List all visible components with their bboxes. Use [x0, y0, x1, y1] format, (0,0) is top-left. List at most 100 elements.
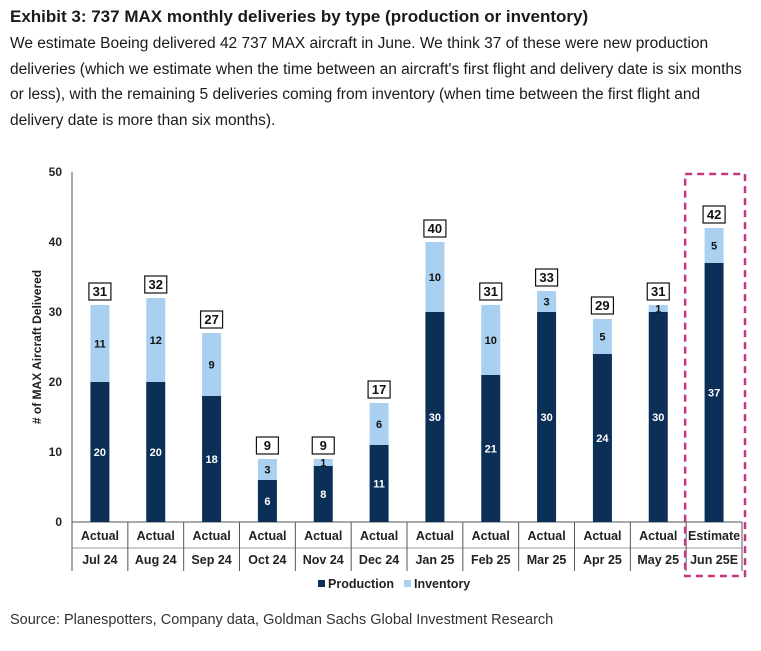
total-box-2	[199, 310, 224, 329]
y-tick-label-2: 20	[49, 375, 63, 389]
total-label-1: 32	[149, 277, 163, 292]
total-box-7	[479, 282, 503, 301]
data-label-inventory-4: 1	[320, 458, 326, 470]
x-category-month-5: Dec 24	[359, 553, 399, 567]
bar-production-4	[313, 466, 333, 522]
x-category-month-8: Mar 25	[527, 553, 567, 567]
x-category-month-1: Aug 24	[135, 553, 177, 567]
bar-production-2	[202, 396, 222, 522]
y-tick-label-1: 10	[49, 445, 63, 459]
data-label-inventory-9: 5	[599, 332, 605, 344]
x-category-month-0: Jul 24	[82, 553, 117, 567]
bar-production-1	[146, 382, 166, 522]
legend-label-production: Production	[328, 577, 394, 591]
x-category-status-6: Actual	[416, 529, 454, 543]
data-label-inventory-8: 3	[544, 297, 550, 309]
bar-production-3	[257, 480, 277, 522]
total-box-11	[702, 205, 726, 224]
total-label-0: 31	[93, 284, 107, 299]
source-note: Source: Planespotters, Company data, Gol…	[10, 612, 554, 628]
total-box-0	[88, 282, 112, 301]
x-category-month-3: Oct 24	[248, 553, 286, 567]
total-label-7: 31	[484, 284, 498, 299]
data-label-production-10: 30	[652, 412, 664, 424]
bar-production-6	[425, 312, 445, 522]
bar-inventory-3	[257, 459, 277, 480]
x-category-status-2: Actual	[192, 529, 230, 543]
y-tick-label-4: 40	[49, 235, 63, 249]
x-category-month-7: Feb 25	[471, 553, 511, 567]
exhibit-title: Exhibit 3: 737 MAX monthly deliveries by…	[10, 7, 589, 26]
y-tick-label-0: 0	[55, 515, 62, 529]
data-label-production-0: 20	[94, 447, 106, 459]
data-label-production-4: 8	[320, 489, 326, 501]
bar-inventory-7	[481, 305, 501, 375]
bar-inventory-0	[90, 305, 110, 382]
x-category-status-11: Estimate	[688, 529, 740, 543]
x-category-month-6: Jan 25	[415, 553, 454, 567]
total-label-3: 9	[264, 438, 271, 453]
data-label-inventory-6: 10	[429, 272, 441, 284]
x-category-status-7: Actual	[472, 529, 510, 543]
bar-inventory-6	[425, 242, 445, 312]
bar-production-5	[369, 445, 389, 522]
x-category-status-3: Actual	[248, 529, 286, 543]
data-label-production-6: 30	[429, 412, 441, 424]
x-category-month-11: Jun 25E	[690, 553, 738, 567]
x-category-status-0: Actual	[81, 529, 119, 543]
x-category-status-9: Actual	[583, 529, 621, 543]
bar-production-8	[537, 312, 557, 522]
bar-inventory-9	[592, 319, 612, 354]
total-label-5: 17	[372, 382, 386, 397]
bar-production-11	[704, 263, 724, 522]
total-box-9	[590, 296, 615, 315]
total-label-4: 9	[320, 438, 327, 453]
bar-production-7	[481, 375, 501, 522]
x-category-status-1: Actual	[137, 529, 175, 543]
bar-inventory-1	[146, 298, 166, 382]
total-label-11: 42	[707, 207, 721, 222]
data-label-production-3: 6	[264, 496, 270, 508]
total-label-10: 31	[651, 284, 665, 299]
data-label-inventory-10: 1	[655, 304, 661, 316]
data-label-production-1: 20	[150, 447, 162, 459]
x-category-status-5: Actual	[360, 529, 398, 543]
data-label-inventory-2: 9	[209, 360, 215, 372]
legend-swatch-inventory	[404, 580, 411, 587]
bar-inventory-10	[648, 305, 668, 312]
total-box-8	[534, 268, 559, 287]
total-label-2: 27	[204, 312, 218, 327]
data-label-production-5: 11	[373, 479, 385, 491]
data-label-production-9: 24	[596, 433, 609, 445]
data-label-inventory-7: 10	[485, 335, 497, 347]
x-category-month-10: May 25	[637, 553, 679, 567]
total-label-9: 29	[595, 298, 609, 313]
data-label-inventory-11: 5	[711, 241, 717, 253]
bar-inventory-2	[202, 333, 222, 396]
data-label-inventory-0: 11	[94, 339, 106, 351]
bar-production-0	[90, 382, 110, 522]
data-label-inventory-5: 6	[376, 419, 382, 431]
x-category-status-8: Actual	[527, 529, 565, 543]
data-label-production-8: 30	[540, 412, 552, 424]
total-box-4	[311, 436, 335, 455]
data-label-inventory-1: 12	[150, 335, 162, 347]
x-category-month-4: Nov 24	[303, 553, 344, 567]
total-box-1	[144, 275, 168, 294]
bar-inventory-11	[704, 228, 724, 263]
data-label-production-7: 21	[485, 444, 497, 456]
data-label-production-2: 18	[205, 454, 217, 466]
total-box-5	[367, 380, 391, 399]
bar-production-10	[648, 312, 668, 522]
bar-production-9	[592, 354, 612, 522]
y-axis-label: # of MAX Aircraft Delivered	[30, 270, 44, 424]
legend-swatch-production	[318, 580, 325, 587]
data-label-inventory-3: 3	[264, 465, 270, 477]
data-label-production-11: 37	[708, 388, 720, 400]
x-category-status-10: Actual	[639, 529, 677, 543]
y-tick-label-5: 50	[49, 165, 63, 179]
total-box-6	[423, 219, 447, 238]
y-tick-label-3: 30	[49, 305, 63, 319]
x-category-month-2: Sep 24	[191, 553, 231, 567]
legend-label-inventory: Inventory	[414, 577, 470, 591]
